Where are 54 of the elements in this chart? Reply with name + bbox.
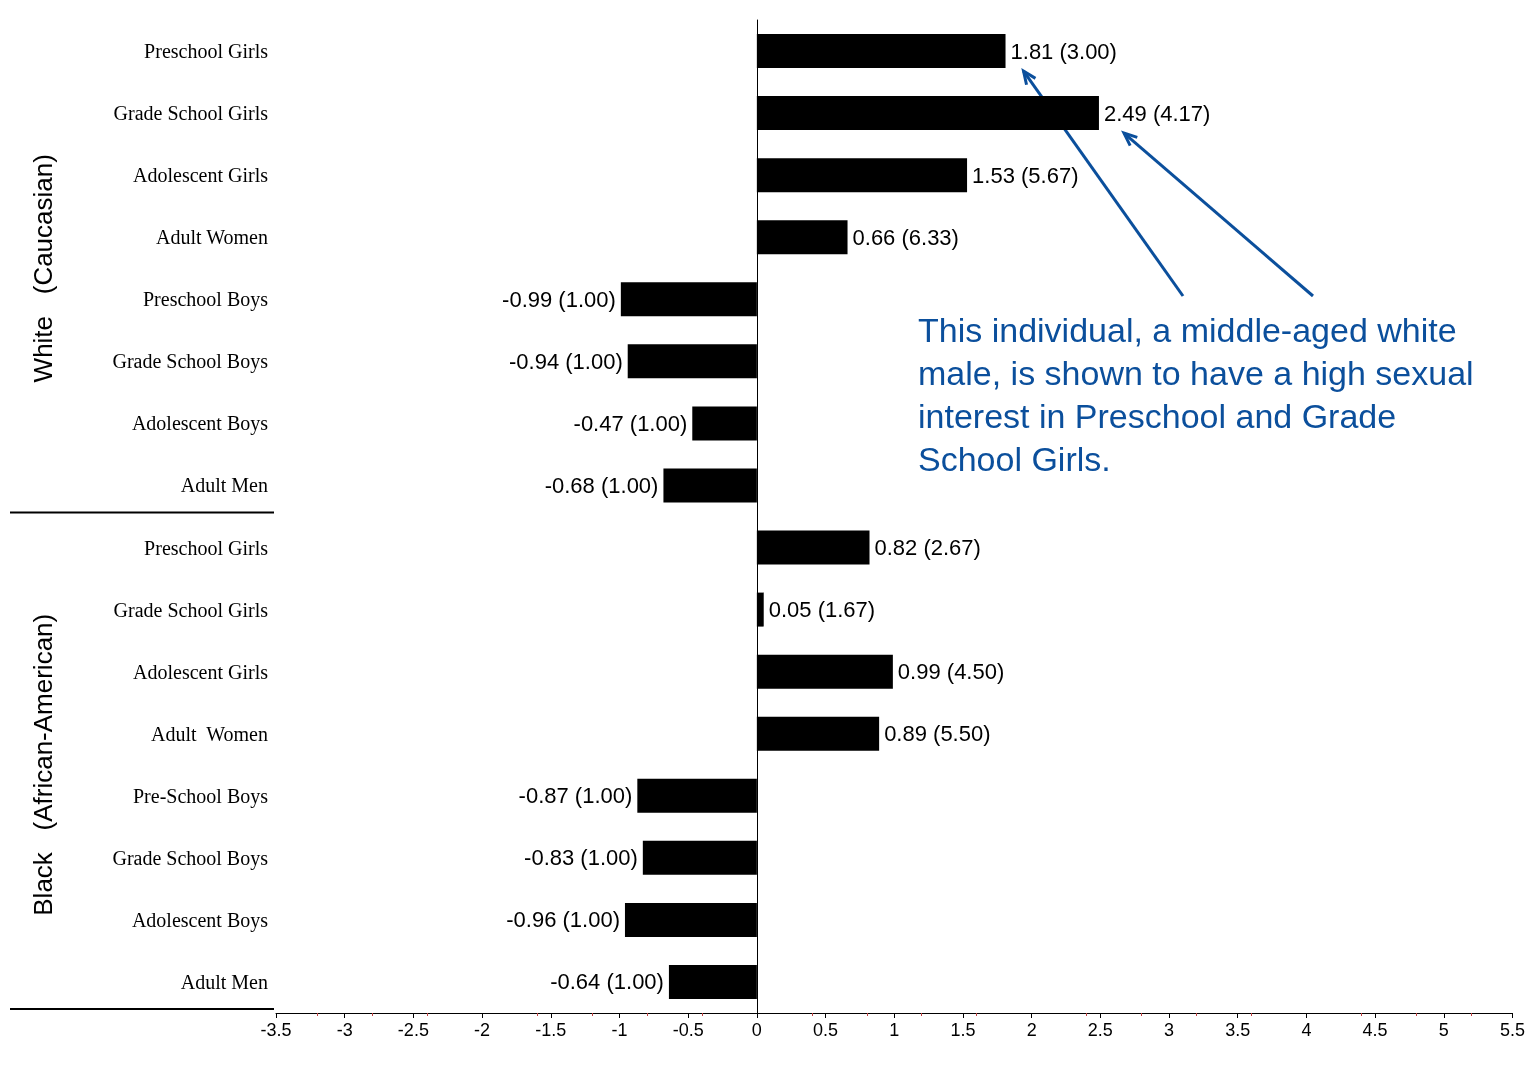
y-tick-label: Adult Women	[156, 226, 268, 249]
x-tick-label: -2	[474, 1020, 491, 1040]
x-tick-label: 2.5	[1087, 1020, 1113, 1040]
x-tick-label: 0.5	[813, 1020, 839, 1040]
data-label: -0.64 (1.00)	[550, 969, 664, 995]
x-tick-label: -2.5	[397, 1020, 429, 1040]
y-tick-label: Adult Women	[151, 722, 268, 745]
text: White (Caucasian)	[28, 154, 58, 383]
x-tick-label: -3.5	[260, 1020, 292, 1040]
y-tick-label: Adolescent Girls	[133, 164, 269, 187]
x-tick-label: -1	[611, 1020, 628, 1040]
y-tick-label: Adolescent Boys	[131, 412, 269, 436]
y-tick-label: Preschool Girls	[144, 40, 269, 63]
text: Black (African-American)	[28, 613, 58, 916]
y-tick-label: Adult Men	[180, 970, 268, 993]
x-tick-label: 5.5	[1499, 1020, 1525, 1040]
y-tick-label: Grade School Girls	[113, 598, 269, 621]
data-label: 1.53 (5.67)	[972, 162, 1079, 188]
data-label: 0.82 (2.67)	[874, 535, 981, 561]
x-tick-label: 3	[1164, 1020, 1175, 1040]
data-label: -0.68 (1.00)	[544, 472, 659, 498]
data-label: -0.47 (1.00)	[573, 410, 688, 436]
data-label: -0.99 (1.00)	[502, 286, 616, 312]
data-label: 2.49 (4.17)	[1103, 100, 1211, 126]
x-tick-label: 2	[1026, 1020, 1037, 1040]
data-label: -0.83 (1.00)	[524, 845, 638, 871]
x-tick-label: -0.5	[672, 1020, 704, 1040]
y-tick-label: Adolescent Girls	[133, 660, 269, 683]
x-tick-label: 4	[1301, 1020, 1312, 1040]
x-tick-label: 1.5	[950, 1020, 976, 1040]
y-tick-label: Preschool Girls	[144, 536, 269, 559]
y-tick-label: Grade School Boys	[112, 846, 269, 870]
data-label: -0.87 (1.00)	[518, 783, 633, 809]
data-label: 0.99 (4.50)	[897, 659, 1005, 685]
y-tick-label: Grade School Girls	[113, 102, 269, 125]
x-tick-label: 5	[1438, 1020, 1449, 1040]
annotation: This individual, a middle-aged white male, is shown to have a high sexual interest in Preschool and Grade School Girls.	[918, 310, 1484, 478]
data-label: 1.81 (3.00)	[1010, 38, 1117, 64]
x-tick-label: 1	[889, 1020, 900, 1040]
y-tick-label: Grade School Boys	[112, 350, 269, 374]
data-label: 0.89 (5.50)	[884, 721, 991, 747]
x-tick-label: 3.5	[1225, 1020, 1251, 1040]
x-tick-label: 0	[751, 1020, 762, 1040]
y-tick-label: Preschool Boys	[143, 288, 269, 312]
data-label: -0.94 (1.00)	[508, 348, 623, 374]
x-tick-label: -1.5	[535, 1020, 567, 1040]
data-label: 0.66 (6.33)	[852, 224, 959, 250]
y-tick-label: Adult Men	[180, 474, 268, 497]
y-tick-label: Pre-School Boys	[133, 784, 269, 808]
x-tick-label: 4.5	[1362, 1020, 1388, 1040]
y-tick-label: Adolescent Boys	[131, 908, 269, 932]
data-label: -0.96 (1.00)	[506, 907, 620, 933]
x-tick-label: -3	[336, 1020, 353, 1040]
data-label: 0.05 (1.67)	[768, 597, 876, 623]
